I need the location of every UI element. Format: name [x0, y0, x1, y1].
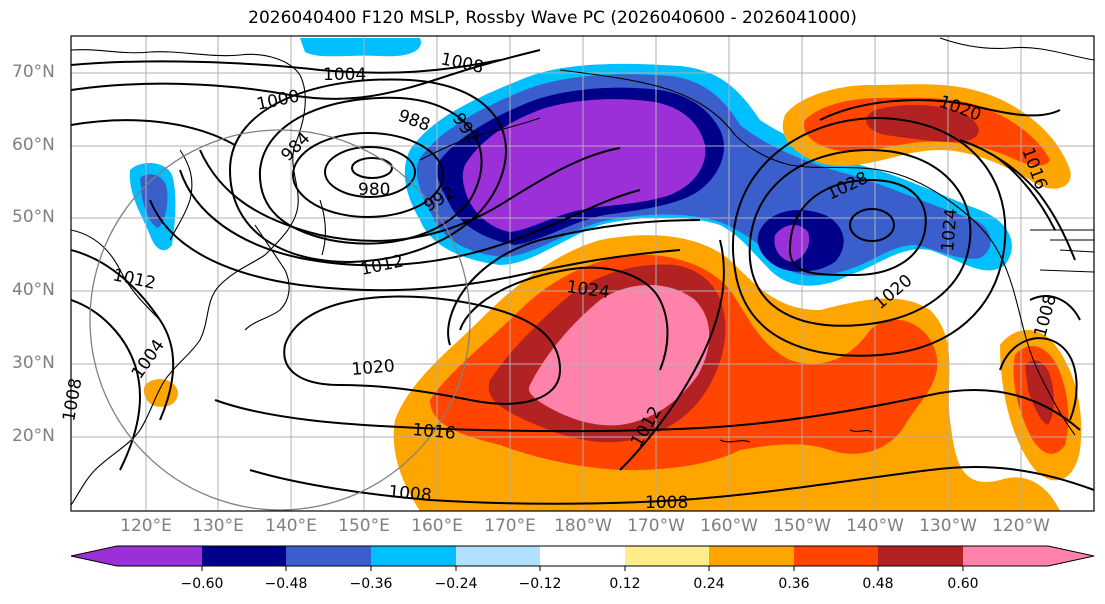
lon-label: 170°E	[484, 516, 536, 536]
graticule	[71, 36, 1094, 511]
colorbar-tick-label: −0.60	[180, 576, 224, 592]
colorbar-segment	[540, 546, 625, 566]
colorbar-tick-label: −0.12	[518, 576, 562, 592]
colorbar-segment	[709, 546, 794, 566]
isobar-label: 1008	[388, 482, 433, 506]
colorbar-segment	[117, 546, 202, 566]
lat-label: 70°N	[12, 62, 55, 82]
lat-label: 50°N	[12, 207, 55, 227]
colorbar-segment	[794, 546, 878, 566]
neg-anomaly-purple-east	[774, 224, 810, 262]
map-title: 2026040400 F120 MSLP, Rossby Wave PC (20…	[248, 8, 857, 28]
colorbar-segment	[456, 546, 540, 566]
colorbar-outline	[70, 545, 1095, 567]
colorbar-tick-label: −0.48	[264, 576, 308, 592]
lon-label: 140°W	[846, 516, 904, 536]
colorbar-tick-label: 0.12	[609, 576, 641, 592]
lon-label: 140°E	[265, 516, 317, 536]
colorbar-tick-label: 0.36	[778, 576, 810, 592]
colorbar	[70, 545, 1095, 571]
lon-label: 130°E	[192, 516, 244, 536]
neg-anomaly-arctic	[300, 38, 421, 57]
lon-label: 160°E	[411, 516, 463, 536]
colorbar-segment	[371, 546, 456, 566]
lat-label: 40°N	[12, 280, 55, 300]
colorbar-tick-label: −0.36	[349, 576, 393, 592]
lon-label: 170°W	[627, 516, 685, 536]
pos-anomaly-small	[143, 379, 178, 407]
lat-label: 60°N	[12, 135, 55, 155]
pos-anomaly-pink	[528, 285, 710, 426]
colorbar-ticks	[201, 566, 964, 571]
colorbar-tick-label: 0.24	[693, 576, 725, 592]
lon-label: 150°W	[773, 516, 831, 536]
colorbar-segment	[963, 546, 1048, 566]
lon-label: 180°W	[554, 516, 612, 536]
lon-label: 160°W	[700, 516, 758, 536]
colorbar-tick-label: 0.48	[862, 576, 894, 592]
lon-label: 120°E	[120, 516, 172, 536]
isobar-label: 1024	[938, 208, 962, 253]
colorbar-segment	[286, 546, 371, 566]
colorbar-segment	[878, 546, 963, 566]
isobar-label: 1020	[351, 356, 396, 380]
colorbar-tick-label: −0.24	[434, 576, 478, 592]
map-border	[70, 35, 1095, 512]
colorbar-segment	[202, 546, 286, 566]
isobars	[71, 49, 1094, 505]
pos-anomaly-mexico-darkred	[1025, 360, 1054, 425]
neg-anomaly-west-inner	[140, 174, 168, 228]
isobar-label: 1004	[323, 65, 366, 85]
anomaly-fill-layer	[129, 38, 1082, 511]
lon-label: 120°W	[992, 516, 1050, 536]
lat-label: 20°N	[12, 426, 55, 446]
isobar-label: 1008	[645, 493, 688, 513]
colorbar-tick-label: 0.60	[947, 576, 979, 592]
neg-anomaly-purple	[462, 99, 706, 232]
colorbar-extend-high	[1048, 546, 1094, 566]
great-circle	[89, 129, 471, 511]
lat-label: 30°N	[12, 353, 55, 373]
isobar-label: 1016	[412, 420, 457, 444]
colorbar-extend-low	[71, 546, 117, 566]
isobar-label: 980	[358, 180, 390, 200]
colorbar-segment	[625, 546, 709, 566]
lon-label: 130°W	[919, 516, 977, 536]
lon-label: 150°E	[338, 516, 390, 536]
